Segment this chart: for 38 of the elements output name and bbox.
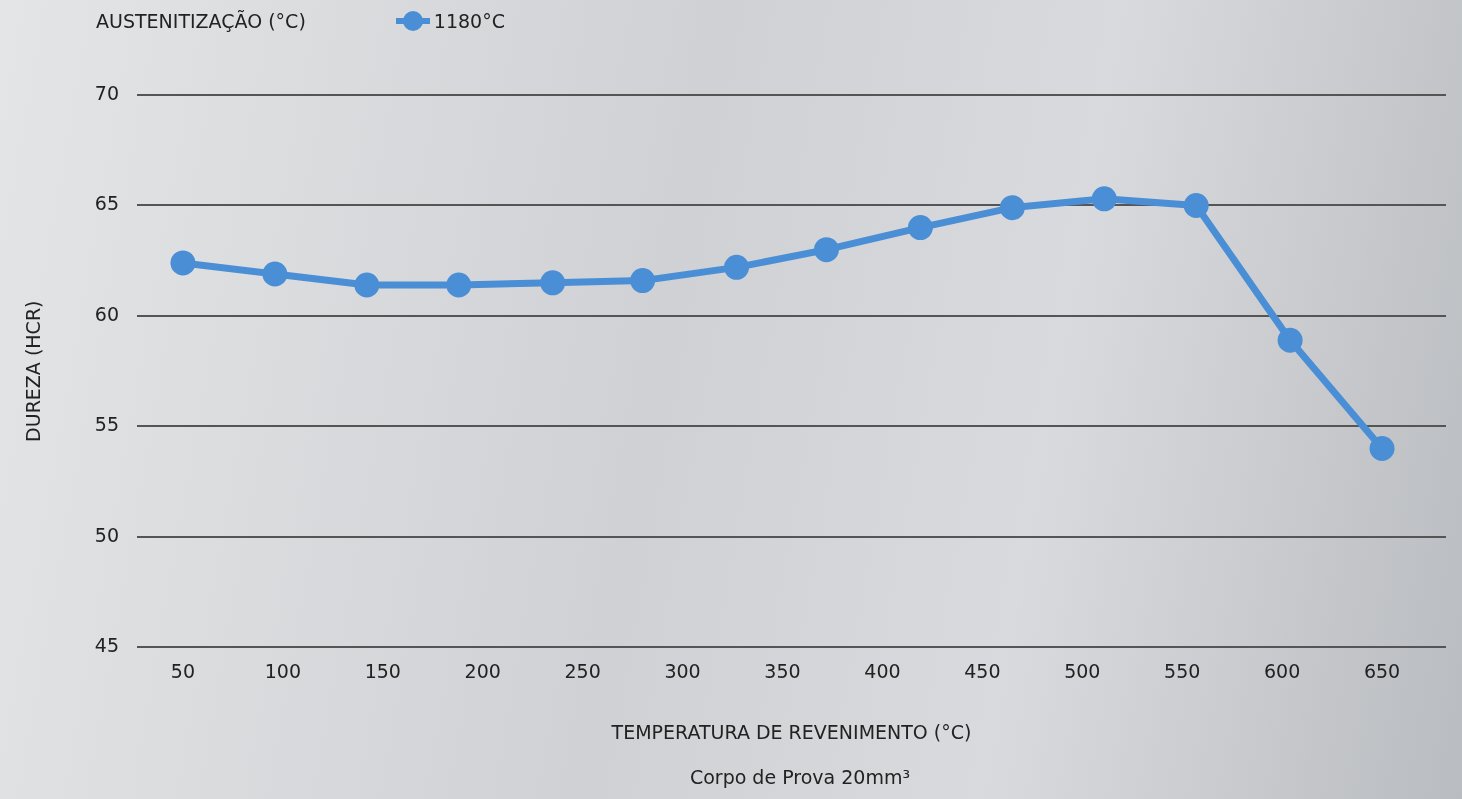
point xyxy=(724,254,750,280)
x-tick-label: 50 xyxy=(170,659,196,682)
x-tick-label: 500 xyxy=(1064,659,1101,682)
point xyxy=(1091,186,1117,212)
point xyxy=(446,272,472,298)
y-axis-title: DUREZA (HCR) xyxy=(22,300,45,442)
point xyxy=(354,272,380,298)
point xyxy=(170,250,196,276)
y-tick-label: 60 xyxy=(94,302,119,325)
point xyxy=(907,215,933,241)
x-tick-label: 450 xyxy=(964,659,1001,682)
point xyxy=(630,268,656,294)
x-axis-title: TEMPERATURA DE REVENIMENTO (°C) xyxy=(610,720,972,743)
x-tick-label: 250 xyxy=(564,659,601,682)
x-tick-label: 200 xyxy=(464,659,501,682)
y-tick-label: 45 xyxy=(94,634,119,657)
x-tick-label: 350 xyxy=(764,659,801,682)
point xyxy=(813,237,839,263)
x-tick-label: 550 xyxy=(1164,659,1201,682)
y-tick-label: 50 xyxy=(94,523,119,546)
point xyxy=(1183,192,1209,218)
point xyxy=(1369,436,1395,462)
x-tick-label: 100 xyxy=(264,659,301,682)
x-tick-label: 150 xyxy=(364,659,401,682)
y-tick-label: 55 xyxy=(94,413,119,436)
x-tick-label: 400 xyxy=(864,659,901,682)
legend-title: AUSTENITIZAÇÃO (°C) xyxy=(96,10,306,32)
x-tick-label: 600 xyxy=(1263,659,1301,682)
text: Corpo de Prova 20mm³ xyxy=(688,766,912,788)
point xyxy=(262,261,288,287)
x-tick-label: 650 xyxy=(1363,659,1401,682)
legend-label: 1180°C xyxy=(433,10,505,32)
y-tick-label: 70 xyxy=(94,81,119,104)
point xyxy=(540,270,566,296)
point xyxy=(1277,327,1303,353)
x-tick-label: 300 xyxy=(664,659,701,682)
point xyxy=(999,195,1025,221)
y-tick-label: 65 xyxy=(94,192,119,215)
